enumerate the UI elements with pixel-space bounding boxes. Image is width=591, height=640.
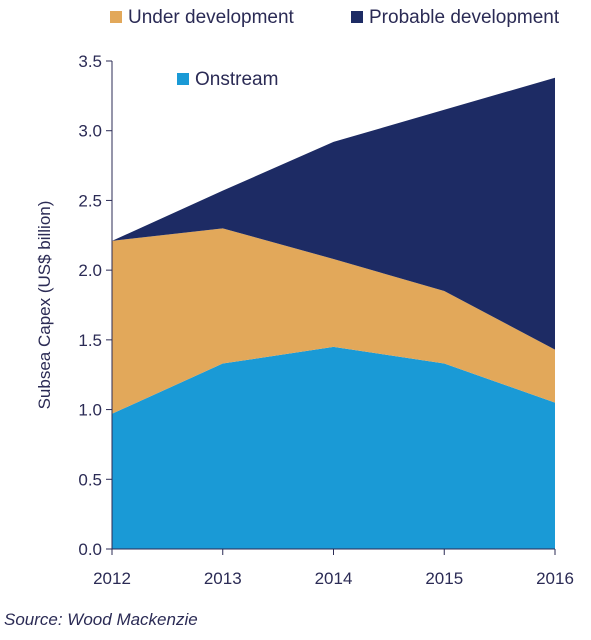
legend-swatch-under-development [110, 11, 122, 23]
y-axis-title: Subsea Capex (US$ billion) [35, 201, 54, 410]
y-tick-label: 2.0 [78, 261, 102, 280]
area-series-group [112, 77, 555, 549]
area-onstream [112, 346, 555, 549]
y-tick-label: 1.0 [78, 401, 102, 420]
y-tick-label: 2.5 [78, 191, 102, 210]
source-note: Source: Wood Mackenzie [4, 610, 198, 629]
x-tick-label: 2012 [93, 569, 131, 588]
legend-swatch-onstream [177, 73, 189, 85]
legend-label-under-development: Under development [128, 7, 295, 28]
y-ticks: 0.0 0.5 1.0 1.5 2.0 2.5 3.0 3.5 [78, 52, 112, 559]
legend-label-probable-development: Probable development [369, 7, 560, 28]
y-tick-label: 3.5 [78, 52, 102, 71]
x-ticks: 2012 2013 2014 2015 2016 [93, 549, 574, 588]
y-tick-label: 3.0 [78, 122, 102, 141]
area-probable-development [112, 77, 555, 350]
legend: Under development Probable development Ons… [110, 7, 560, 90]
legend-label-onstream: Onstream [195, 69, 278, 90]
legend-swatch-probable-development [351, 11, 363, 23]
area-under-development [112, 228, 555, 414]
x-tick-label: 2013 [204, 569, 242, 588]
x-tick-label: 2015 [425, 569, 463, 588]
y-tick-label: 0.0 [78, 540, 102, 559]
y-tick-label: 1.5 [78, 331, 102, 350]
y-tick-label: 0.5 [78, 470, 102, 489]
x-tick-label: 2016 [536, 569, 574, 588]
x-tick-label: 2014 [315, 569, 353, 588]
